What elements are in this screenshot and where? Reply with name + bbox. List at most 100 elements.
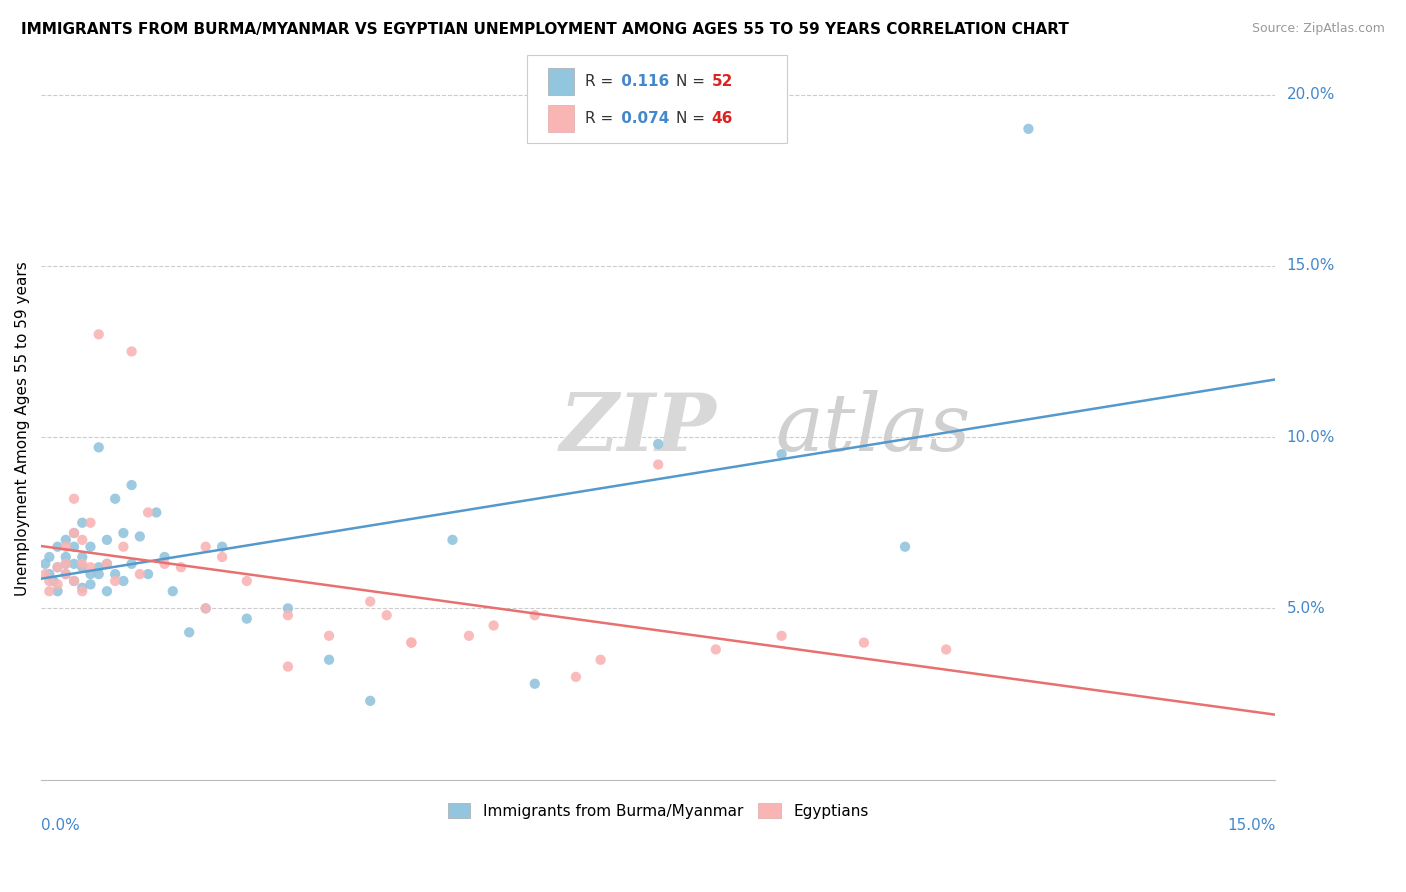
Point — [565, 670, 588, 684]
Point — [55, 567, 77, 582]
Point — [647, 458, 669, 472]
Point — [145, 505, 167, 519]
Point — [482, 618, 505, 632]
Point — [46, 560, 69, 574]
Text: R =: R = — [585, 112, 619, 126]
Point — [1017, 121, 1039, 136]
Point — [179, 625, 201, 640]
Point — [55, 567, 77, 582]
Point — [63, 557, 86, 571]
Point — [55, 557, 77, 571]
Point — [359, 594, 381, 608]
Point — [70, 533, 93, 547]
Point — [46, 540, 69, 554]
Point — [852, 635, 875, 649]
Point — [128, 567, 150, 582]
Text: 10.0%: 10.0% — [1286, 430, 1334, 444]
Point — [70, 560, 93, 574]
Point — [87, 441, 110, 455]
Text: 20.0%: 20.0% — [1286, 87, 1334, 102]
Point — [704, 642, 727, 657]
Point — [136, 505, 159, 519]
Point — [38, 567, 60, 582]
Point — [70, 557, 93, 571]
Text: 15.0%: 15.0% — [1227, 818, 1275, 833]
Point — [63, 526, 86, 541]
Point — [277, 608, 299, 623]
Point — [38, 549, 60, 564]
Point — [136, 567, 159, 582]
Point — [375, 608, 398, 623]
Text: ZIP: ZIP — [560, 390, 716, 467]
Point — [211, 540, 233, 554]
Text: N =: N = — [676, 112, 710, 126]
Point — [70, 549, 93, 564]
Point — [34, 557, 56, 571]
Point — [236, 612, 259, 626]
Point — [121, 557, 143, 571]
Text: 52: 52 — [711, 74, 733, 89]
Point — [46, 584, 69, 599]
Point — [38, 574, 60, 588]
Point — [770, 629, 793, 643]
Point — [194, 601, 217, 615]
Text: atlas: atlas — [776, 390, 970, 467]
Point — [87, 560, 110, 574]
Point — [96, 557, 118, 571]
Point — [647, 437, 669, 451]
Point — [79, 516, 101, 530]
Point — [112, 526, 135, 541]
Point — [170, 560, 193, 574]
Point — [63, 574, 86, 588]
Point — [96, 533, 118, 547]
Point — [46, 560, 69, 574]
Point — [87, 327, 110, 342]
Y-axis label: Unemployment Among Ages 55 to 59 years: Unemployment Among Ages 55 to 59 years — [15, 261, 30, 596]
Point — [55, 549, 77, 564]
Point — [79, 540, 101, 554]
Point — [162, 584, 184, 599]
Text: R =: R = — [585, 74, 619, 89]
Point — [589, 653, 612, 667]
Point — [277, 601, 299, 615]
Legend: Immigrants from Burma/Myanmar, Egyptians: Immigrants from Burma/Myanmar, Egyptians — [441, 797, 875, 824]
Point — [894, 540, 917, 554]
Point — [211, 549, 233, 564]
Point — [153, 549, 176, 564]
Point — [70, 581, 93, 595]
Point — [318, 629, 340, 643]
Point — [441, 533, 464, 547]
Text: N =: N = — [676, 74, 710, 89]
Point — [935, 642, 957, 657]
Point — [55, 557, 77, 571]
Text: Source: ZipAtlas.com: Source: ZipAtlas.com — [1251, 22, 1385, 36]
Point — [55, 533, 77, 547]
Point — [55, 540, 77, 554]
Point — [79, 577, 101, 591]
Point — [63, 491, 86, 506]
Point — [79, 567, 101, 582]
Text: IMMIGRANTS FROM BURMA/MYANMAR VS EGYPTIAN UNEMPLOYMENT AMONG AGES 55 TO 59 YEARS: IMMIGRANTS FROM BURMA/MYANMAR VS EGYPTIA… — [21, 22, 1069, 37]
Point — [194, 540, 217, 554]
Point — [236, 574, 259, 588]
Point — [63, 540, 86, 554]
Text: 0.074: 0.074 — [616, 112, 669, 126]
Point — [96, 584, 118, 599]
Text: 0.116: 0.116 — [616, 74, 669, 89]
Point — [401, 635, 423, 649]
Point — [523, 608, 546, 623]
Point — [458, 629, 481, 643]
Point — [87, 567, 110, 582]
Point — [63, 526, 86, 541]
Point — [70, 584, 93, 599]
Point — [128, 529, 150, 543]
Point — [318, 653, 340, 667]
Text: 5.0%: 5.0% — [1286, 601, 1324, 615]
Point — [34, 567, 56, 582]
Point — [38, 584, 60, 599]
Point — [112, 540, 135, 554]
Point — [194, 601, 217, 615]
Point — [523, 676, 546, 690]
Point — [46, 577, 69, 591]
Point — [79, 560, 101, 574]
